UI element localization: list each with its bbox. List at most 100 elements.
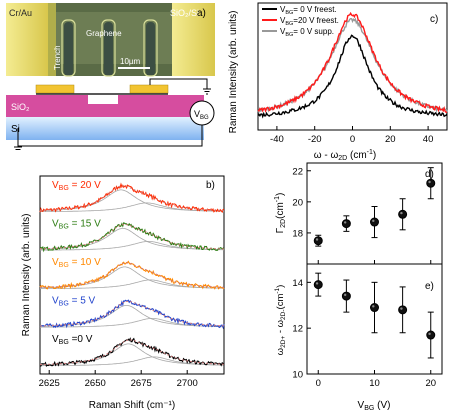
label-scale: 10µm [120,57,141,66]
panel-b-frame [39,175,225,375]
panel-b-series-labels: VBG = 20 V VBG = 15 V VBG = 10 V VBG = 5 V V… [52,180,101,346]
panel-b-ticks: 2625 2650 2675 2700 [39,370,198,389]
panel-c-xlabel: ω - ω2D (cm-1) [314,149,377,162]
panel-e-label: e) [425,281,434,292]
panel-b-plot [39,182,225,367]
label-crau: Cr/Au [9,8,32,18]
panel-e-xtick-label: 10 [369,378,380,389]
trench-2 [104,22,113,76]
panel-b-series-label: VBG = 5 V [52,296,96,308]
panel-b-component-a [39,228,225,251]
panel-b-series-line [39,182,225,214]
panel-d-point-highlight [315,238,319,241]
panel-d-ytick-label: 20 [292,197,303,208]
panel-b-xlabel: Raman Shift (cm⁻¹) [89,400,175,411]
trench-cavity [88,95,118,104]
panel-a: Cr/Au Graphene SiO₂/Si Trench 10µm a) Si… [6,3,215,150]
panel-b-xtick-label: 2625 [39,378,60,389]
circuit-wire-bottom [17,125,203,147]
panel-c-ticks: -40 -20 0 20 40 [270,126,433,145]
gold-electrode-right [172,3,215,76]
panel-c: -40 -20 0 20 40 c) ω - ω2D (cm-1) Raman Inte… [228,2,448,162]
panel-c-series-line [257,34,448,119]
panel-d-data-point [313,236,323,246]
label-sio2si: SiO₂/Si [170,8,199,18]
panel-b-component-b [40,202,224,212]
panel-e-point-highlight [315,282,319,285]
panel-b-series-line [39,299,225,330]
panel-c-series-line [257,11,447,113]
panel-d-label: d) [425,169,434,180]
panel-e-data-point [426,330,436,340]
panel-c-legend: VBG= 0 V freest.VBG=20 V freest.VBG= 0 V… [262,5,339,38]
panel-c-xtick-label: 40 [423,134,434,145]
panel-e-data-point [370,303,379,313]
panel-b-component-b [40,318,224,328]
panel-c-plot [257,11,448,119]
panel-de: 18 20 22 10 12 14 0 10 20 d) e) Γ2D(cm-1) ω2D+ … [274,162,443,412]
trench-edge-1 [61,19,76,77]
panel-a-label: a) [197,8,206,19]
trench-edge-2 [101,19,116,77]
electrode-left [35,84,75,94]
voltage-source-label: VBG [194,109,209,121]
sio2-label: SiO₂ [11,102,30,112]
panel-b-xtick-label: 2675 [131,378,152,389]
electrode-right [129,84,169,94]
sio2-layer [6,95,204,117]
panel-e-plot: 10 12 14 0 10 20 [292,272,436,389]
panel-b-series-line [39,337,225,367]
panel-c-legend-label: VBG= 0 V freest. [280,5,337,16]
panel-c-xtick-label: 20 [385,134,396,145]
panel-b-fit-line [39,339,224,366]
panel-e-ytick-label: 14 [292,278,303,289]
panel-b-label: b) [206,180,215,191]
panel-c-legend-label: VBG=20 V freest. [280,16,339,27]
panel-d-data-point [426,178,436,188]
si-label: Si [11,124,20,135]
gold-stripe-1 [48,3,56,76]
panel-e-ytick-label: 10 [292,370,303,381]
panel-d-data-point [398,209,408,219]
circuit-wire-top [149,78,208,89]
panel-d-ytick-label: 18 [292,228,303,239]
panel-e-data-point [341,291,351,301]
panel-d-data-point [341,219,351,229]
trench-edge-3 [143,19,158,77]
panel-e-ytick-label: 12 [292,324,303,335]
panel-c-xtick-label: -20 [308,134,322,145]
panel-c-xtick-label: 0 [350,134,355,145]
panel-c-legend-label: VBG= 0 V supp. [280,27,334,38]
panel-e-point-highlight [372,305,375,308]
panel-b-series-line [40,222,225,253]
panel-b-xtick-label: 2650 [85,378,106,389]
panel-b-component-b [40,356,224,367]
panel-d-ytick-label: 22 [292,166,303,177]
label-graphene: Graphene [86,29,122,38]
panel-c-label: c) [430,14,438,25]
panel-b-series-label: VBG = 10 V [52,257,101,269]
panel-b-series-label: VBG = 15 V [52,219,101,231]
panel-b-fit-line [40,300,224,327]
panel-e-xlabel: VBG (V) [358,400,391,412]
panel-e-ylabel: ω2D+ - ω2D-(cm-1) [274,285,287,356]
trench-1 [64,22,73,76]
gold-electrode-left [6,3,48,76]
trench-3 [146,22,155,76]
panel-d-point-highlight [372,219,375,223]
panel-d-data-point [370,217,379,227]
panel-e-xtick-label: 20 [425,378,436,389]
panel-d-point-highlight [428,180,431,184]
panel-e-xtick-label: 0 [316,378,321,389]
panel-b-series-label: VBG = 20 V [52,180,101,192]
panel-b-ylabel: Raman Intensity (arb. units) [21,214,32,337]
panel-e-data-point [398,305,408,315]
panel-e-point-highlight [400,307,403,310]
label-trench: Trench [53,45,62,70]
panel-d-ylabel: Γ2D(cm-1) [274,193,287,234]
panel-b-component-b [40,241,224,251]
panel-c-xtick-label: -40 [270,134,284,145]
panel-e-point-highlight [343,293,347,297]
panel-b-series-label: VBG =0 V [52,334,93,346]
